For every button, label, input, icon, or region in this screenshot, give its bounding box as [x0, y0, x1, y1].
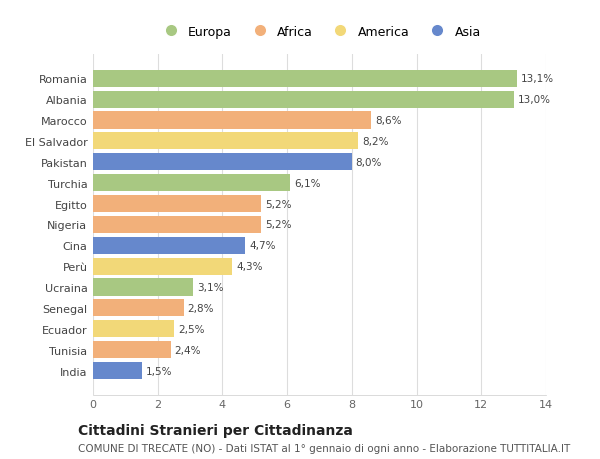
Bar: [93, 154, 352, 171]
Text: 5,2%: 5,2%: [265, 199, 292, 209]
Text: 2,5%: 2,5%: [178, 324, 204, 334]
Bar: [93, 237, 245, 254]
Text: 6,1%: 6,1%: [294, 178, 321, 188]
Bar: [93, 279, 193, 296]
Bar: [93, 362, 142, 379]
Bar: [93, 91, 514, 108]
Legend: Europa, Africa, America, Asia: Europa, Africa, America, Asia: [153, 21, 486, 44]
Text: 3,1%: 3,1%: [197, 282, 224, 292]
Text: Cittadini Stranieri per Cittadinanza: Cittadini Stranieri per Cittadinanza: [78, 423, 353, 437]
Bar: [93, 196, 261, 213]
Text: 2,8%: 2,8%: [187, 303, 214, 313]
Bar: [93, 258, 232, 275]
Text: 8,6%: 8,6%: [375, 116, 401, 126]
Text: 13,1%: 13,1%: [521, 74, 554, 84]
Bar: [93, 341, 170, 358]
Text: 4,3%: 4,3%: [236, 262, 263, 272]
Text: 5,2%: 5,2%: [265, 220, 292, 230]
Bar: [93, 300, 184, 317]
Bar: [93, 71, 517, 88]
Bar: [93, 133, 358, 150]
Bar: [93, 320, 174, 338]
Text: 13,0%: 13,0%: [518, 95, 551, 105]
Bar: [93, 175, 290, 192]
Text: 4,7%: 4,7%: [249, 241, 275, 251]
Text: 1,5%: 1,5%: [145, 366, 172, 376]
Text: COMUNE DI TRECATE (NO) - Dati ISTAT al 1° gennaio di ogni anno - Elaborazione TU: COMUNE DI TRECATE (NO) - Dati ISTAT al 1…: [78, 443, 570, 453]
Bar: [93, 216, 261, 234]
Text: 2,4%: 2,4%: [175, 345, 201, 355]
Text: 8,0%: 8,0%: [356, 157, 382, 168]
Text: 8,2%: 8,2%: [362, 137, 389, 146]
Bar: [93, 112, 371, 129]
